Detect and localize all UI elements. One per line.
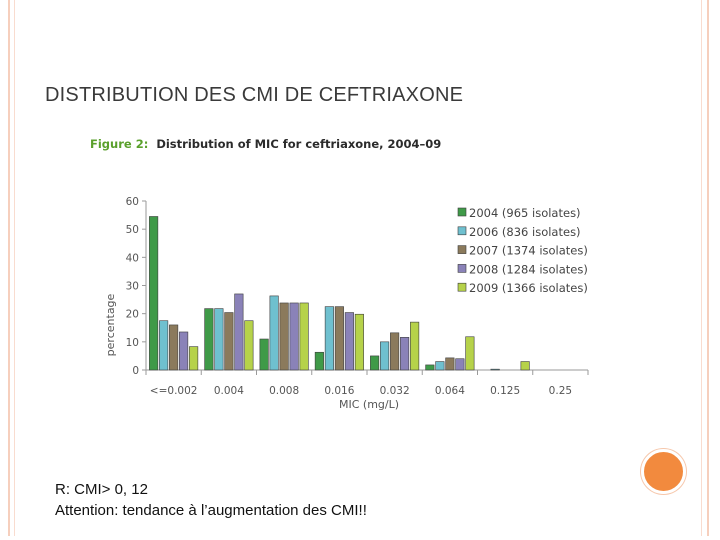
x-tick-label: 0.004 [214,385,244,397]
legend: 2004 (965 isolates) 2006 (836 isolates) 20… [457,206,588,295]
figure-title-text: Distribution of MIC for ceftriaxone, 200… [156,137,441,151]
legend-swatch [457,264,467,273]
bar [400,337,410,371]
decorative-orange-circle [641,449,686,494]
y-tick-label: 60 [126,196,139,208]
y-axis-label: percentage [104,293,117,356]
bar [234,293,244,371]
figure-label: Figure 2: [90,137,148,151]
bar [354,313,364,371]
y-tick-label: 0 [132,365,139,377]
bar [159,320,169,371]
x-tick-label: 0.016 [324,385,354,397]
slide-title: DISTRIBUTION DES CMI DE CEFTRIAXONE [45,84,464,106]
footer-line-1: R: CMI> 0, 12 [55,481,148,498]
bar [204,308,214,371]
bar [380,341,390,371]
bar [410,321,420,371]
bar [520,361,530,371]
legend-label: 2004 (965 isolates) [469,206,581,220]
bar [169,324,179,371]
legend-label: 2008 (1284 isolates) [469,262,588,276]
legend-label: 2007 (1374 isolates) [469,244,588,258]
y-tick-label: 10 [126,337,139,349]
legend-label: 2006 (836 isolates) [469,225,581,239]
bar [490,368,500,371]
bar [324,306,334,371]
x-tick-label: <=0.002 [150,385,198,397]
y-tick-label: 30 [126,281,139,293]
bar [224,312,234,371]
bar [179,331,189,371]
bar [390,332,400,371]
x-tick-label: 0.032 [380,385,410,397]
y-tick-label: 40 [126,252,139,264]
bar [465,336,475,371]
x-tick-label: 0.25 [549,385,572,397]
axes-group: 0 10 20 30 40 50 60 <=0.002 0.004 0.008 0.016 0.032… [126,196,589,397]
bars-group [149,216,530,371]
y-tick-label: 50 [126,224,139,236]
x-tick-label: 0.125 [490,385,520,397]
bar [314,351,324,371]
x-axis-label: MIC (mg/L) [339,398,399,411]
legend-swatch [457,245,467,254]
x-tick-label: 0.008 [269,385,299,397]
bar [214,308,224,371]
slide-frame-outer [8,0,709,536]
legend-swatch [457,207,467,217]
figure-title: Figure 2: Distribution of MIC for ceftri… [90,137,441,151]
bar [435,361,445,371]
x-tick-label: 0.064 [435,385,465,397]
bar [425,364,435,371]
bar [269,295,279,371]
bar [189,346,199,371]
legend-swatch [457,282,467,292]
footer-notes: R: CMI> 0, 12 Attention: tendance à l’au… [55,479,367,521]
legend-swatch [457,226,467,236]
footer-line-2: Attention: tendance à l’augmentation des… [55,502,367,519]
bar [334,306,344,371]
bar [445,357,455,371]
slide-frame-inner [14,0,702,536]
bar [149,216,159,371]
y-tick-label: 20 [126,309,139,321]
bar [455,358,465,371]
bar [259,338,269,371]
bar [370,355,380,371]
legend-label: 2009 (1366 isolates) [469,281,588,295]
bar [244,320,254,371]
bar [289,302,299,371]
bar [344,312,354,371]
bar [279,302,289,371]
bar [299,302,309,371]
